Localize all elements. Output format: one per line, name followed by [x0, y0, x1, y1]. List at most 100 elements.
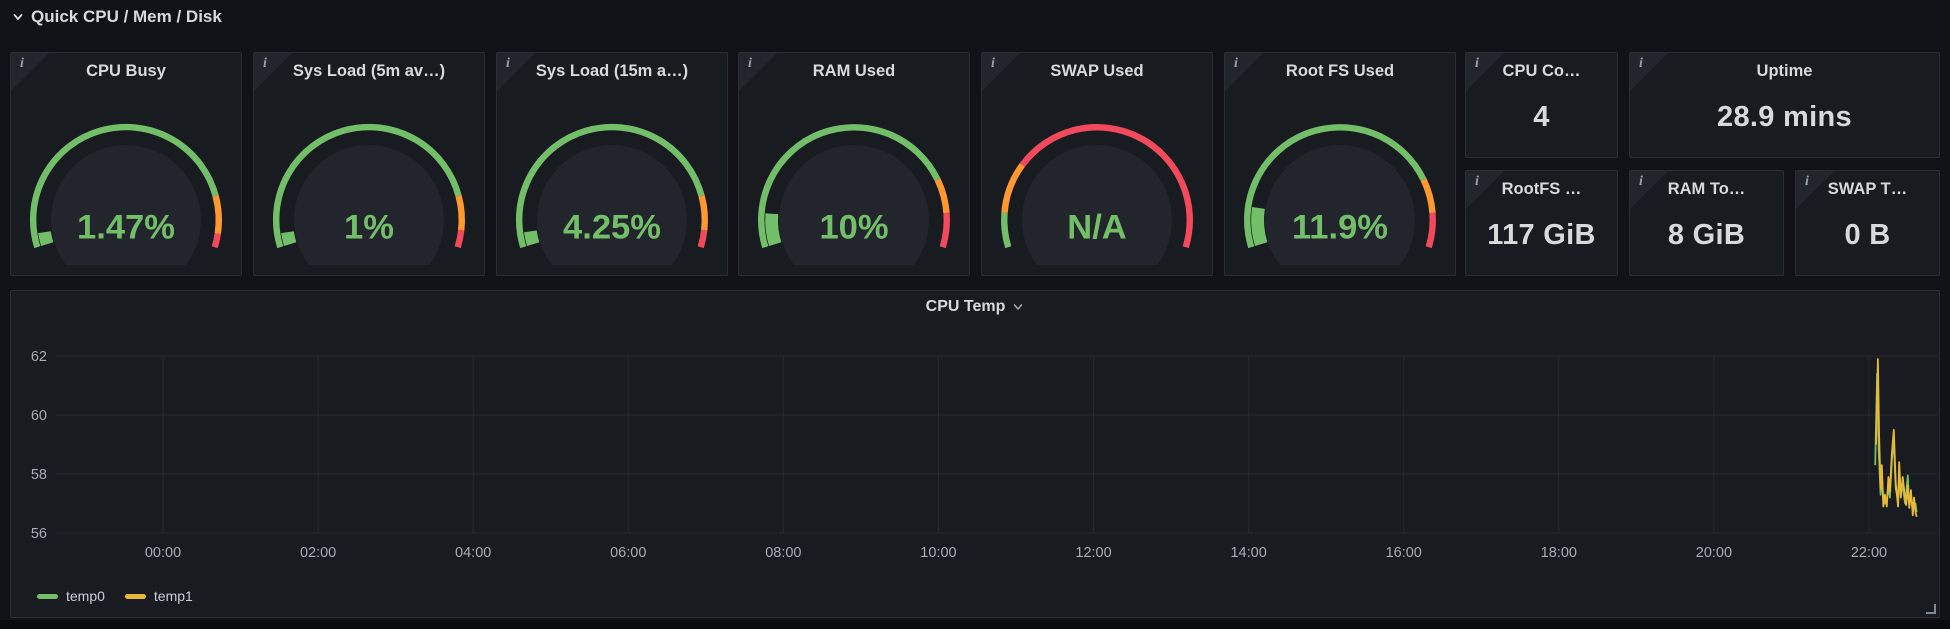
info-icon[interactable]: i — [1475, 56, 1479, 71]
gauge: 10% — [758, 124, 950, 265]
x-axis-label: 10:00 — [920, 545, 956, 561]
gauge-value-bar — [38, 231, 54, 247]
gauge-value: 4.25% — [563, 208, 661, 246]
info-corner — [1225, 53, 1263, 91]
gauge-panel: i Root FS Used 11.9% — [1224, 52, 1456, 276]
gauge-panel: i Sys Load (5m av…) 1% — [253, 52, 485, 276]
info-corner — [1466, 53, 1504, 91]
chart-title-button[interactable]: CPU Temp — [11, 298, 1939, 316]
gauge: 1% — [273, 123, 465, 265]
gauge-value-bar — [1251, 206, 1268, 247]
info-corner — [739, 53, 777, 91]
info-icon[interactable]: i — [506, 56, 510, 71]
gauge-value-bar — [523, 230, 540, 247]
stat-panel: i RAM To… 8 GiB — [1629, 170, 1784, 276]
info-corner — [1466, 171, 1504, 209]
x-axis-label: 12:00 — [1075, 545, 1111, 561]
y-axis-label: 56 — [31, 526, 47, 542]
panel-title[interactable]: Sys Load (15m a…) — [535, 62, 689, 80]
panel-title[interactable]: SWAP T… — [1827, 180, 1908, 198]
info-corner — [1630, 53, 1668, 91]
gauge-value-bar — [765, 213, 782, 247]
y-axis-label: 60 — [31, 408, 47, 424]
gauge-panel: i CPU Busy 1.47% — [10, 52, 242, 276]
info-icon[interactable]: i — [263, 56, 267, 71]
panel-title[interactable]: Uptime — [1756, 62, 1813, 80]
stat-panel: i Uptime 28.9 mins — [1629, 52, 1940, 158]
stat-panel: i CPU Co… 4 — [1465, 52, 1618, 158]
info-icon[interactable]: i — [1639, 56, 1643, 71]
stat-panel: i RootFS … 117 GiB — [1465, 170, 1618, 276]
y-axis-label: 62 — [31, 349, 47, 365]
gauge-value-bar — [281, 231, 297, 247]
panel-title[interactable]: CPU Busy — [86, 62, 166, 80]
legend-marker — [124, 593, 146, 599]
gauge-value: 10% — [819, 208, 888, 246]
panel-resize-handle[interactable] — [1926, 604, 1936, 614]
info-corner — [1630, 171, 1668, 209]
x-axis-label: 22:00 — [1851, 545, 1887, 561]
x-axis-label: 00:00 — [145, 545, 181, 561]
gauge: 1.47% — [30, 123, 222, 265]
chart-legend: temp0 temp1 — [37, 588, 193, 604]
gauge-panel: i SWAP Used N/A — [981, 52, 1213, 276]
row-collapse-button[interactable]: Quick CPU / Mem / Disk — [12, 7, 222, 27]
legend-label: temp0 — [66, 588, 105, 604]
panel-title[interactable]: CPU Co… — [1502, 62, 1581, 80]
gauge: 4.25% — [516, 123, 708, 265]
x-axis-label: 18:00 — [1541, 545, 1577, 561]
y-axis-label: 58 — [31, 467, 47, 483]
x-axis-label: 08:00 — [765, 545, 801, 561]
cpu-temp-panel: 62 60 58 56 00:00 02:00 04:00 06:00 08:00 10:00 12… — [10, 290, 1940, 618]
info-icon[interactable]: i — [1639, 174, 1643, 189]
panel-title[interactable]: RAM To… — [1667, 180, 1746, 198]
gauge-panel: i RAM Used 10% — [738, 52, 970, 276]
info-icon[interactable]: i — [1805, 174, 1809, 189]
x-axis-label: 06:00 — [610, 545, 646, 561]
bottom-edge — [0, 620, 1950, 629]
legend-marker — [37, 593, 58, 599]
info-icon[interactable]: i — [1475, 174, 1479, 189]
panel-title[interactable]: RAM Used — [812, 62, 896, 80]
stat-value: 28.9 mins — [1717, 101, 1852, 133]
legend-label: temp1 — [153, 588, 193, 604]
stat-value: 0 B — [1844, 219, 1891, 251]
gauge: 11.9% — [1244, 124, 1436, 265]
gauge: N/A — [1001, 124, 1193, 265]
info-icon[interactable]: i — [20, 56, 24, 71]
info-corner — [254, 53, 292, 91]
info-corner — [982, 53, 1020, 91]
chart-title: CPU Temp — [925, 298, 1006, 315]
stat-panel: i SWAP T… 0 B — [1795, 170, 1940, 276]
series-line-temp1 — [1875, 358, 1918, 518]
panel-title[interactable]: Root FS Used — [1285, 62, 1395, 80]
info-icon[interactable]: i — [1234, 56, 1238, 71]
x-axis-label: 04:00 — [455, 545, 491, 561]
x-axis-label: 20:00 — [1696, 545, 1732, 561]
gauge-value: N/A — [1067, 208, 1127, 246]
info-corner — [1796, 171, 1834, 209]
legend-item-temp0[interactable]: temp0 — [37, 588, 105, 604]
info-corner — [497, 53, 535, 91]
panel-title[interactable]: RootFS … — [1501, 180, 1582, 198]
legend-item-temp1[interactable]: temp1 — [124, 588, 193, 604]
info-corner — [11, 53, 49, 91]
gauge-panel: i Sys Load (15m a…) 4.25% — [496, 52, 728, 276]
stat-value: 8 GiB — [1667, 219, 1746, 251]
x-axis-label: 14:00 — [1230, 545, 1266, 561]
gauge-value: 1.47% — [77, 208, 175, 246]
stat-value: 117 GiB — [1487, 219, 1596, 251]
chevron-down-icon — [13, 14, 23, 20]
info-icon[interactable]: i — [748, 56, 752, 71]
info-icon[interactable]: i — [991, 56, 995, 71]
chevron-down-icon — [1014, 304, 1023, 310]
x-axis-label: 16:00 — [1386, 545, 1422, 561]
row-title: Quick CPU / Mem / Disk — [31, 7, 222, 26]
x-axis-label: 02:00 — [300, 545, 336, 561]
gauge-value: 11.9% — [1292, 208, 1388, 246]
time-series-plot[interactable]: 62 60 58 56 00:00 02:00 04:00 06:00 08:00 10:00 12… — [11, 291, 1939, 617]
stat-value: 4 — [1533, 101, 1550, 133]
panel-title[interactable]: SWAP Used — [1050, 62, 1144, 80]
panel-title[interactable]: Sys Load (5m av…) — [292, 62, 446, 80]
